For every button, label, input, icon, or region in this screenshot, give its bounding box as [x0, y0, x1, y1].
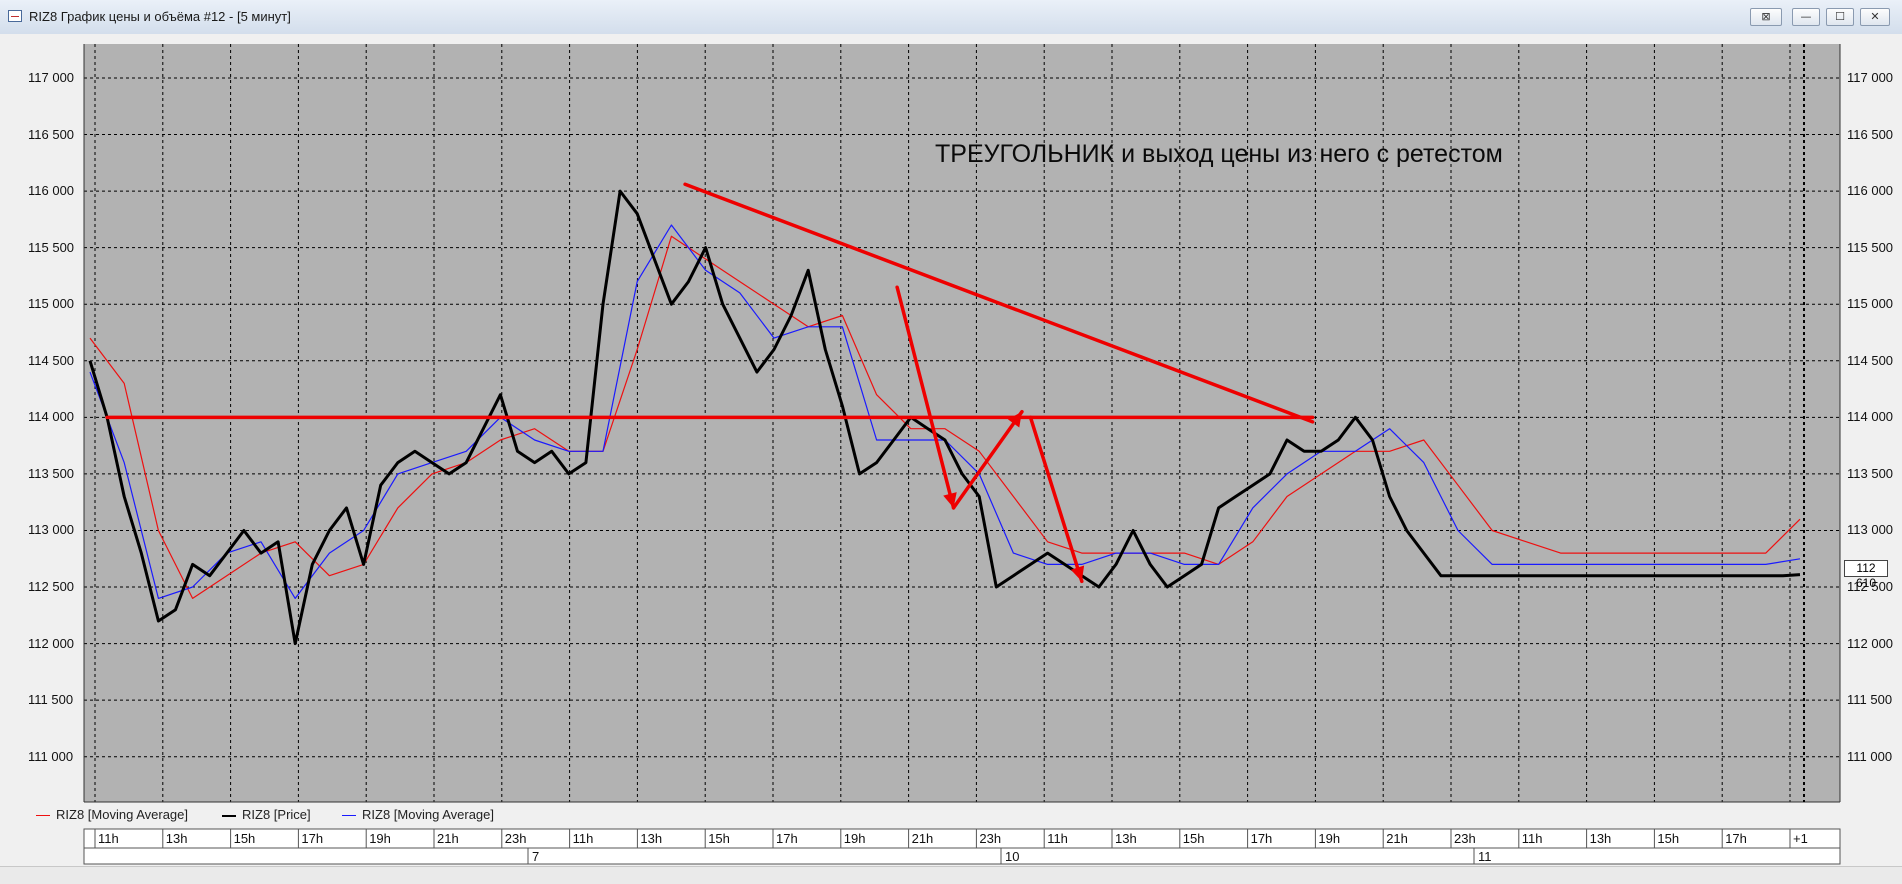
y-tick-label: 114 500	[28, 352, 75, 368]
series-layer	[88, 189, 1801, 646]
x-tick-label: 21h	[437, 831, 459, 846]
y-tick-label: 116 500	[28, 126, 75, 142]
close-button[interactable]: ✕	[1860, 8, 1890, 26]
legend-label: RIZ8 [Moving Average]	[362, 807, 494, 822]
y-tick-label: 116 000	[1847, 183, 1894, 199]
exit-arrow	[1028, 415, 1084, 584]
legend-swatch	[222, 814, 236, 817]
y-tick-label: 112 500	[28, 579, 75, 595]
y-tick-label: 114 000	[28, 409, 75, 425]
x-tick-label: 19h	[369, 831, 391, 846]
chart-app-icon	[8, 10, 22, 22]
breakdown-arrow	[895, 285, 956, 510]
x-tick-label: 23h	[979, 831, 1002, 846]
y-tick-label: 114 000	[1847, 409, 1894, 425]
x-axis-bar	[83, 828, 1841, 849]
breakdown-arrow-head	[943, 492, 957, 508]
y-tick-label: 115 500	[1847, 239, 1894, 255]
window-title: RIZ8 График цены и объёма #12 - [5 минут…	[29, 9, 291, 24]
legend-label: RIZ8 [Price]	[242, 807, 311, 822]
x-tick-label: 19h	[1318, 831, 1341, 846]
series-line-0	[88, 189, 1801, 646]
x-tick-label: 17h	[1250, 831, 1273, 846]
x-tick-label: 17h	[301, 831, 324, 846]
y-tick-label: 112 000	[28, 635, 75, 651]
y-tick-label: 116 500	[1847, 126, 1894, 142]
x-tick-label: 15h	[1182, 831, 1205, 846]
legend-ma-slow[interactable]: RIZ8 [Moving Average]	[36, 807, 188, 822]
x-tick-label: 11h	[1521, 831, 1543, 846]
x-tick-label: 13h	[1115, 831, 1137, 846]
legend-swatch	[36, 815, 50, 817]
x-tick-label: 17h	[776, 831, 798, 846]
maximize-button[interactable]: ☐	[1826, 8, 1854, 26]
y-tick-label: 115 000	[1847, 296, 1894, 312]
y-tick-label: 112 500	[1847, 579, 1894, 595]
y-tick-label: 115 000	[28, 296, 75, 312]
x-tick-label: 15h	[708, 831, 730, 846]
x-tick-label: 11h	[572, 831, 594, 846]
retest-arrow	[951, 409, 1024, 510]
legend-ma-fast[interactable]: RIZ8 [Moving Average]	[342, 807, 494, 822]
y-tick-label: 117 000	[28, 69, 75, 85]
horizontal-scrollbar[interactable]	[0, 866, 1902, 884]
retest-arrow-head	[1007, 411, 1022, 428]
x-tick-label: 23h	[504, 831, 527, 846]
day-label: 10	[1005, 849, 1020, 864]
y-tick-label: 113 500	[28, 465, 75, 481]
y-tick-label: 111 500	[28, 692, 74, 708]
legend-swatch	[342, 815, 356, 817]
x-tick-label: 19h	[843, 831, 866, 846]
legend-price[interactable]: RIZ8 [Price]	[222, 807, 311, 822]
y-tick-label: 113 000	[1847, 522, 1894, 538]
x-tick-label: 21h	[1386, 831, 1408, 846]
minimize-button[interactable]: —	[1792, 8, 1820, 26]
y-tick-label: 115 500	[28, 239, 75, 255]
chart-annotation: ТРЕУГОЛЬНИК и выход цены из него с ретес…	[935, 140, 1503, 168]
x-tick-label: 23h	[1454, 831, 1476, 846]
y-tick-label: 113 000	[28, 522, 75, 538]
x-tick-label: 13h	[1589, 831, 1612, 846]
day-axis-bar	[83, 847, 1841, 865]
y-tick-label: 117 000	[1847, 69, 1894, 85]
x-tick-label: 17h	[1725, 831, 1747, 846]
x-tick-label: 21h	[911, 831, 934, 846]
x-tick-label: 15h	[233, 831, 256, 846]
x-tick-label: 11h	[1047, 831, 1068, 846]
x-tick-label: 13h	[165, 831, 188, 846]
annotation-lines	[105, 182, 1315, 584]
y-tick-label: 112 000	[1847, 635, 1894, 651]
x-tick-label: 11h	[98, 831, 119, 846]
pin-button[interactable]: ⊠	[1750, 8, 1782, 26]
x-tick-label: +1	[1793, 831, 1808, 846]
plot-area	[84, 44, 1840, 802]
resistance-line	[683, 182, 1315, 424]
y-tick-label: 114 500	[1847, 352, 1894, 368]
exit-arrow-head	[1070, 565, 1085, 582]
day-label: 7	[532, 849, 540, 864]
x-tick-label: 13h	[640, 831, 663, 846]
y-tick-label: 113 500	[1847, 465, 1894, 481]
y-tick-label: 111 000	[28, 748, 74, 764]
day-label: 11	[1478, 849, 1492, 864]
y-tick-label: 116 000	[28, 183, 75, 199]
legend-label: RIZ8 [Moving Average]	[56, 807, 188, 822]
x-tick-label: 15h	[1657, 831, 1680, 846]
y-tick-label: 111 000	[1847, 748, 1893, 764]
series-line-2	[89, 235, 1801, 600]
last-price-badge: 112 610	[1844, 560, 1888, 590]
y-tick-label: 111 500	[1847, 692, 1893, 708]
